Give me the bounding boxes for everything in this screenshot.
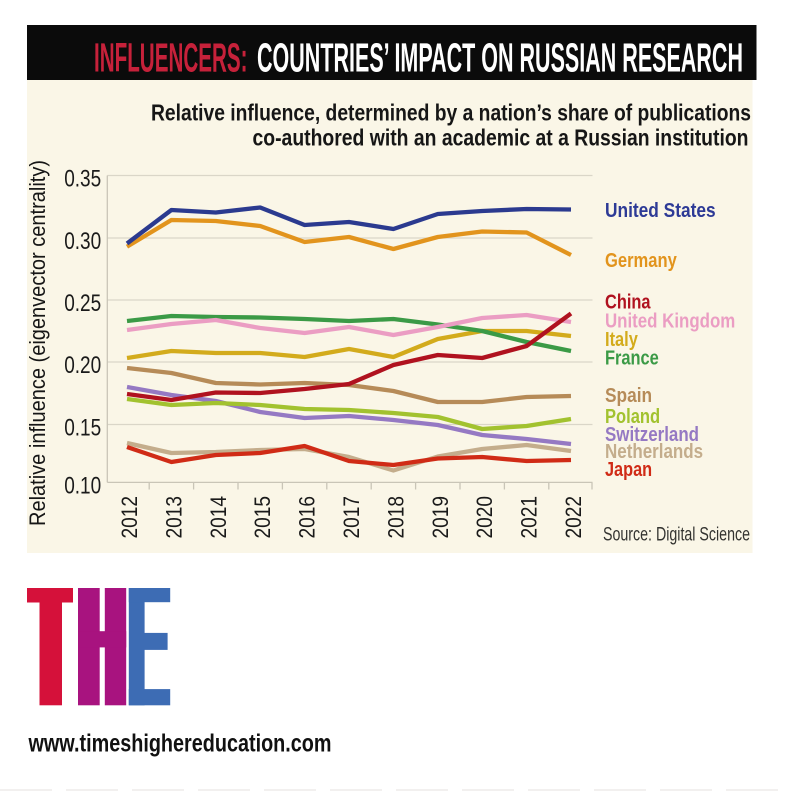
svg-text:0.30: 0.30 (64, 228, 101, 255)
svg-text:co-authored with an academic a: co-authored with an academic at a Russia… (253, 125, 749, 151)
svg-text:2012: 2012 (117, 496, 142, 539)
svg-text:Netherlands: Netherlands (605, 441, 703, 463)
svg-text:2021: 2021 (517, 496, 542, 539)
svg-text:Spain: Spain (605, 385, 652, 407)
svg-text:Switzerland: Switzerland (605, 424, 699, 446)
svg-text:2018: 2018 (383, 496, 408, 539)
svg-text:2017: 2017 (339, 496, 364, 539)
svg-text:2013: 2013 (161, 496, 186, 539)
svg-text:2016: 2016 (295, 496, 320, 539)
svg-text:United Kingdom: United Kingdom (605, 311, 735, 333)
svg-text:0.35: 0.35 (64, 165, 101, 192)
svg-text:Italy: Italy (605, 329, 639, 351)
svg-text:France: France (605, 348, 659, 370)
svg-text:2019: 2019 (428, 496, 453, 539)
svg-text:Germany: Germany (605, 250, 678, 272)
svg-text:COUNTRIES’ IMPACT ON RUSSIAN R: COUNTRIES’ IMPACT ON RUSSIAN RESEARCH (257, 35, 743, 81)
svg-text:2020: 2020 (472, 496, 497, 539)
svg-text:2014: 2014 (206, 496, 231, 539)
svg-text:Source: Digital Science: Source: Digital Science (603, 524, 750, 545)
svg-text:United States: United States (605, 200, 716, 222)
svg-text:2022: 2022 (561, 496, 586, 539)
svg-text:0.20: 0.20 (64, 352, 101, 379)
svg-text:Relative influence, determined: Relative influence, determined by a nati… (151, 100, 751, 126)
svg-text:Japan: Japan (605, 459, 652, 481)
svg-text:Poland: Poland (605, 406, 660, 428)
svg-text:www.timeshighereducation.com: www.timeshighereducation.com (28, 730, 332, 757)
svg-text:China: China (605, 292, 651, 314)
svg-text:0.15: 0.15 (64, 414, 101, 441)
svg-text:0.10: 0.10 (64, 472, 101, 499)
svg-text:Relative influence (eigenvecto: Relative influence (eigenvector centrali… (25, 160, 50, 526)
svg-text:2015: 2015 (250, 496, 275, 539)
svg-text:0.25: 0.25 (64, 290, 101, 317)
svg-text:INFLUENCERS:: INFLUENCERS: (94, 35, 248, 81)
